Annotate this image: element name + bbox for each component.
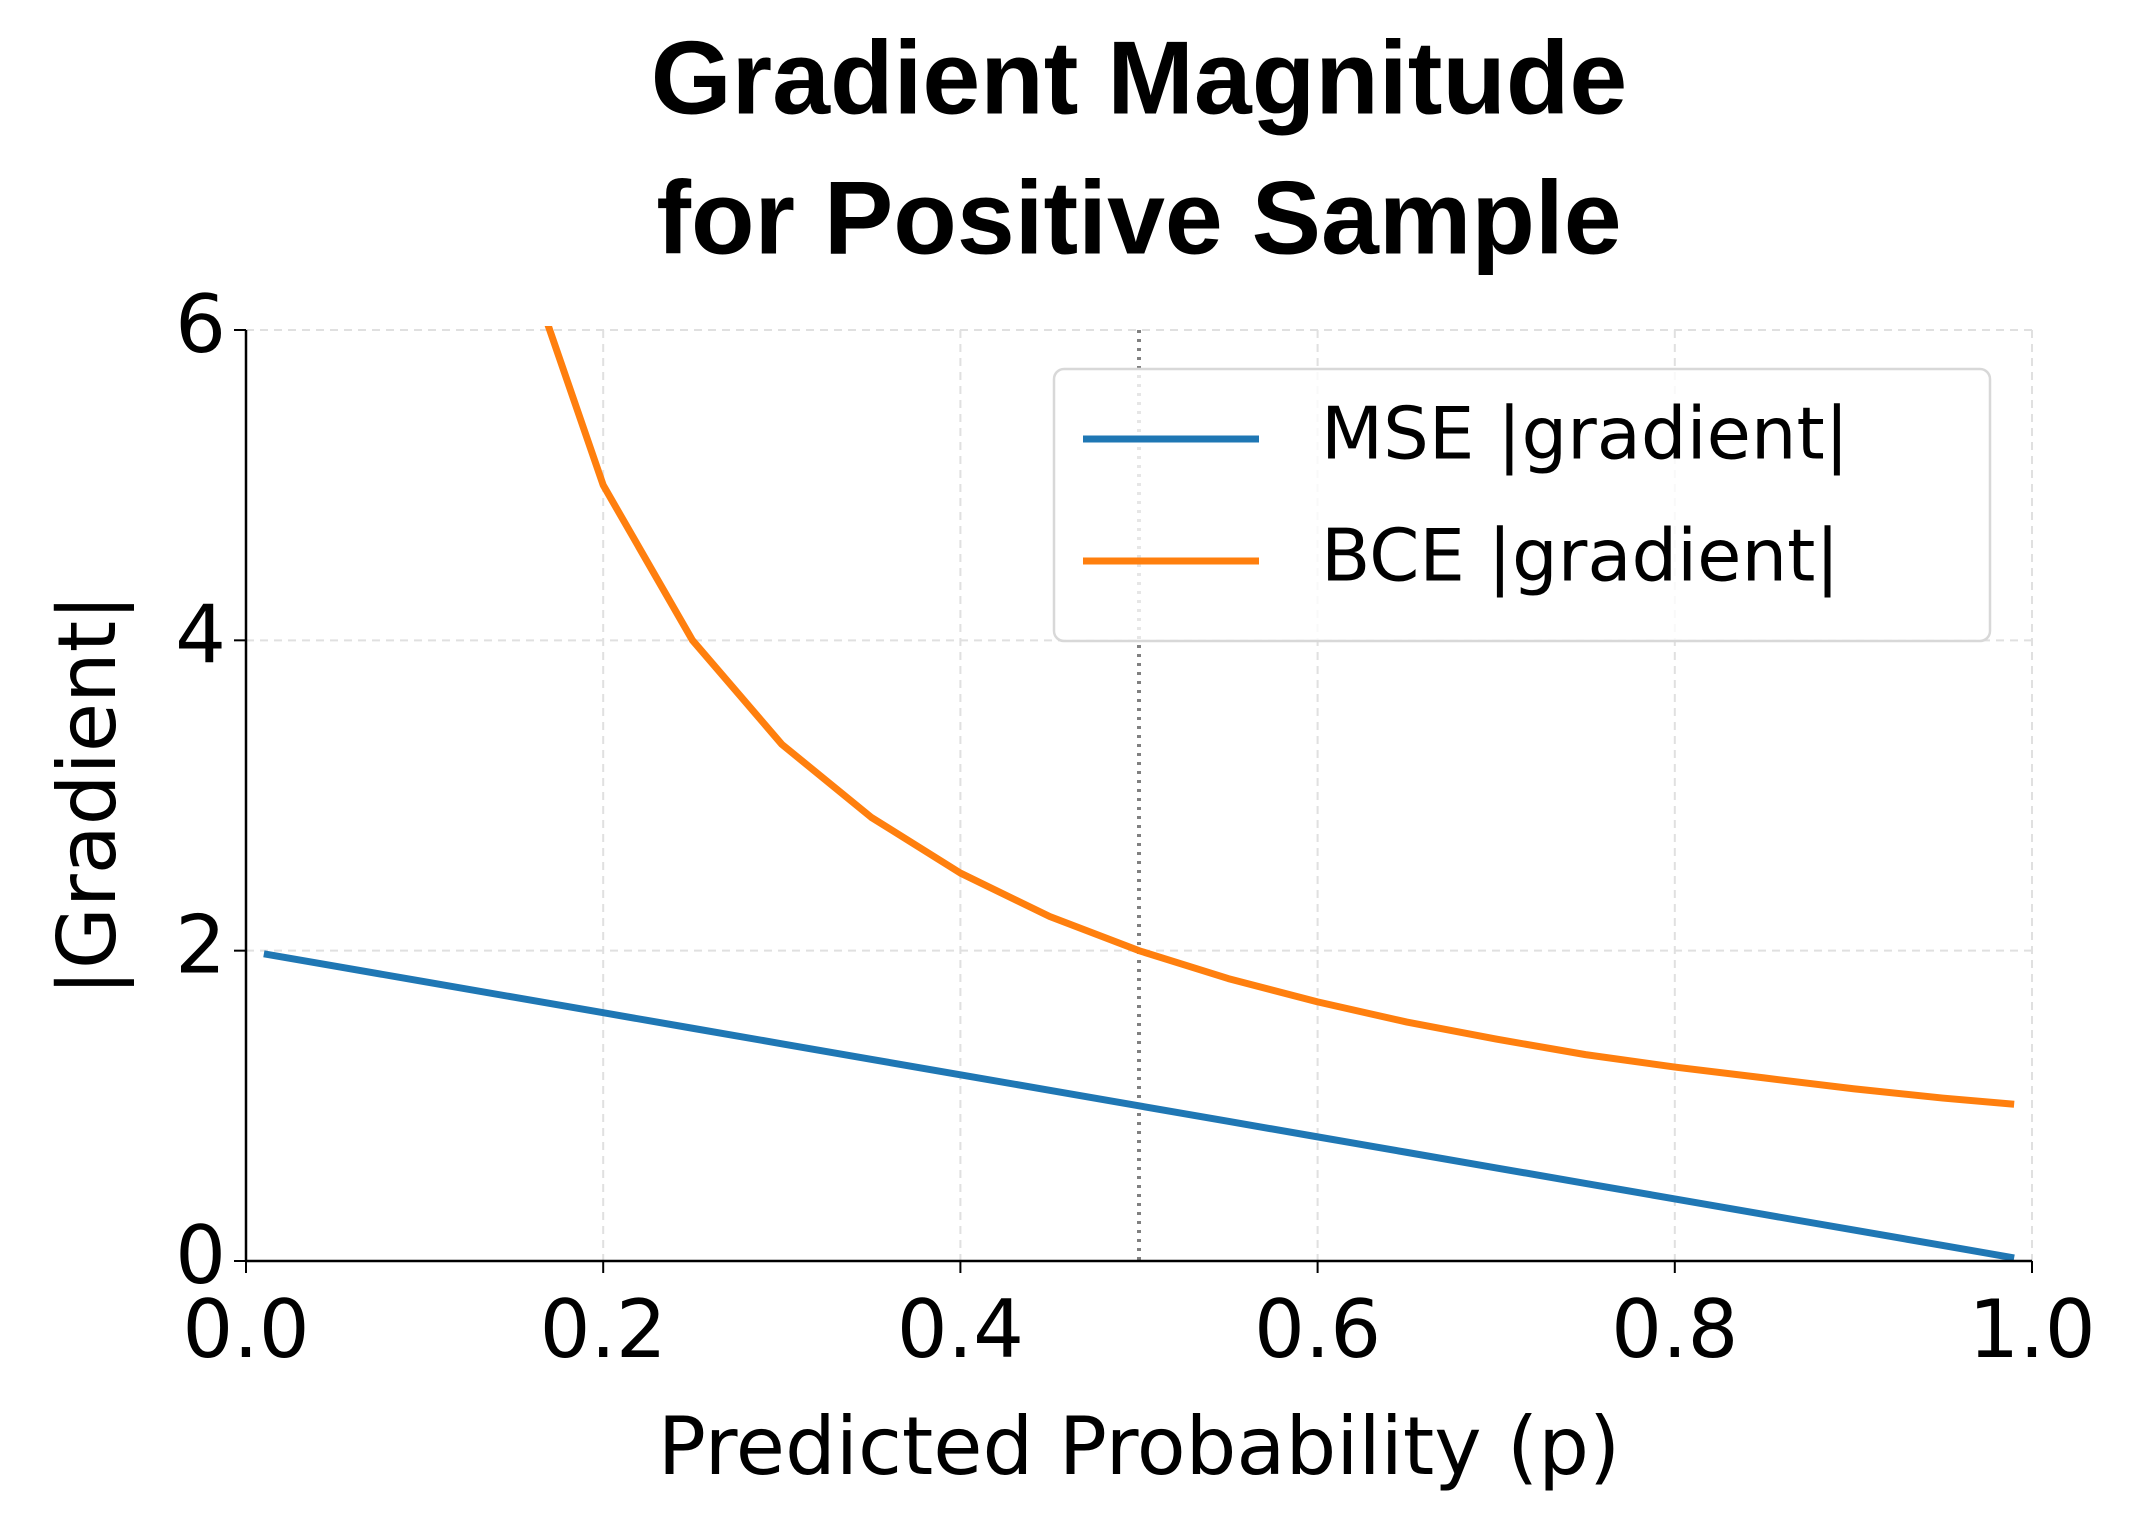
data-line	[263, 950, 2015, 1262]
axes: 0.0 0.2 0.4 0.6 0.8 1.0 0 2 4 6	[175, 278, 2096, 1376]
legend-box	[1052, 367, 1992, 643]
y-tick-label: 0	[175, 1209, 226, 1302]
y-axis-label: |Gradient|	[41, 594, 135, 996]
legend: MSE |gradient| BCE |gradient|	[1052, 367, 1992, 643]
y-tick-label: 2	[175, 899, 226, 992]
x-tick-label: 0.2	[540, 1283, 667, 1376]
x-tick-label: 1.0	[1968, 1283, 2095, 1376]
chart-title: Gradient Magnitude	[651, 20, 1627, 136]
chart-title: for Positive Sample	[656, 160, 1621, 276]
y-tick-label: 6	[175, 278, 226, 371]
legend-label: BCE |gradient|	[1321, 514, 1840, 599]
y-tick-label: 4	[175, 588, 226, 681]
x-axis-label: Predicted Probability (p)	[658, 1400, 1621, 1493]
data-line	[544, 326, 2015, 1108]
x-tick-label: 0.8	[1611, 1283, 1738, 1376]
x-tick-label: 0.4	[897, 1283, 1024, 1376]
legend-label: MSE |gradient|	[1321, 392, 1849, 477]
x-tick-label: 0.0	[182, 1283, 309, 1376]
x-tick-label: 0.6	[1254, 1283, 1381, 1376]
